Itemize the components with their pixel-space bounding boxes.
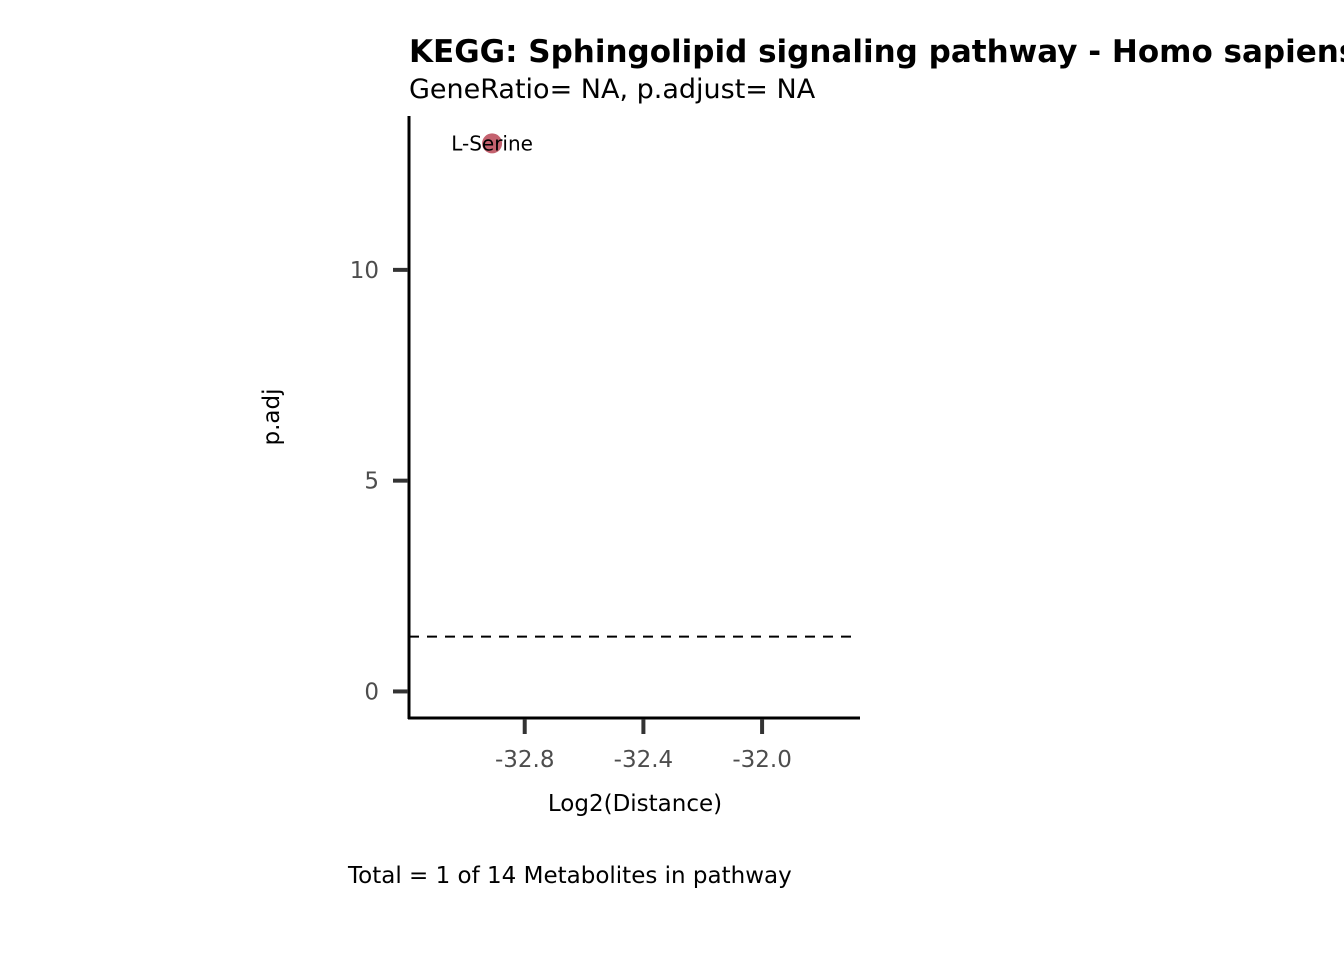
chart-title: KEGG: Sphingolipid signaling pathway - H… xyxy=(409,34,1344,70)
caption: Total = 1 of 14 Metabolites in pathway xyxy=(347,863,792,889)
y-tick-label: 0 xyxy=(364,679,379,705)
x-tick-label: -32.4 xyxy=(614,747,674,773)
y-tick-label: 10 xyxy=(350,258,379,284)
x-tick-label: -32.0 xyxy=(732,747,792,773)
plot-area: -32.8 -32.4 -32.0 0 5 10 L-Serine xyxy=(350,116,860,773)
data-point xyxy=(482,133,503,154)
x-tick-label: -32.8 xyxy=(495,747,555,773)
data-point-label: L-Serine xyxy=(451,131,533,155)
y-tick-label: 5 xyxy=(364,469,379,495)
chart-subtitle: GeneRatio= NA, p.adjust= NA xyxy=(409,74,816,105)
y-axis-title: p.adj xyxy=(259,389,285,446)
x-axis-title: Log2(Distance) xyxy=(548,791,722,817)
